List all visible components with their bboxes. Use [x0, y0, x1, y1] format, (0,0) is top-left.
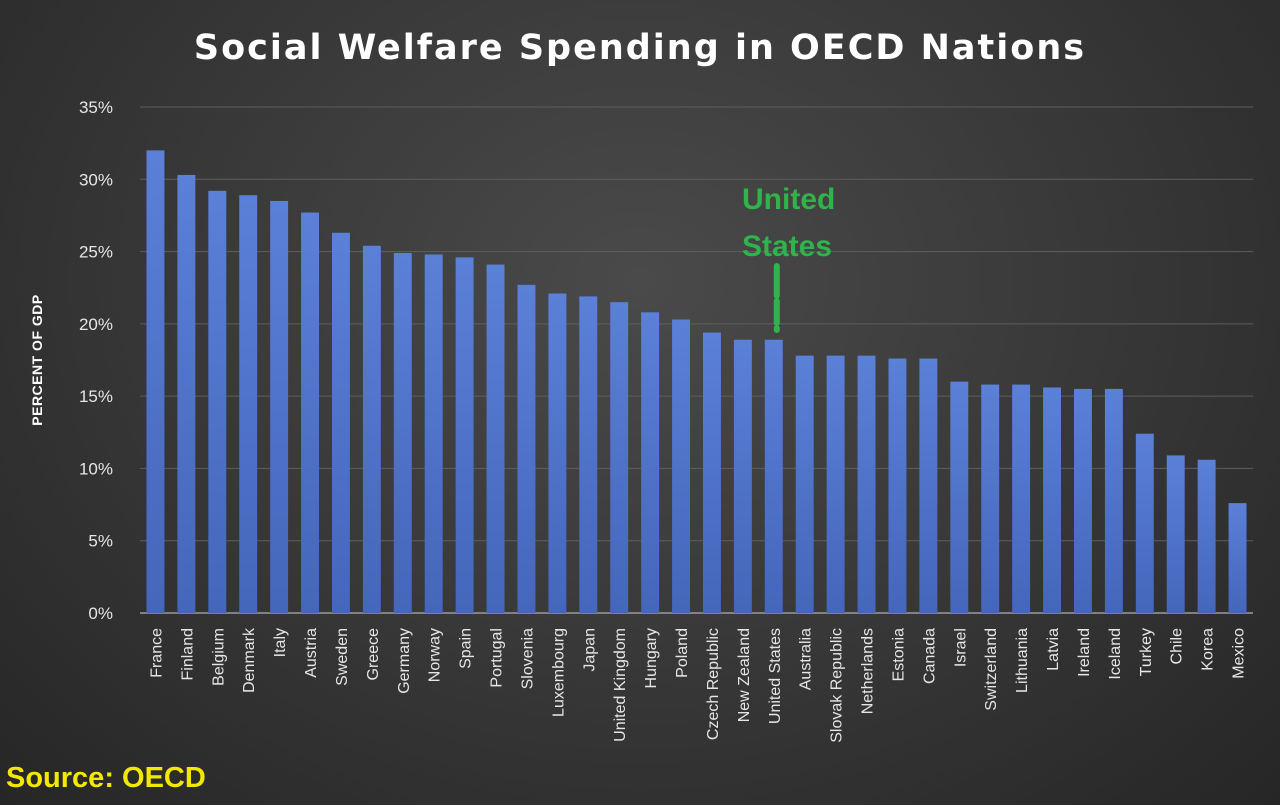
- bar-iceland: [1104, 388, 1123, 613]
- x-tick-label: United States: [767, 628, 784, 724]
- x-tick-label: Iceland: [1107, 628, 1124, 680]
- bar-lithuania: [1012, 384, 1031, 613]
- bar-mexico: [1228, 503, 1247, 613]
- bar-canada: [919, 358, 938, 613]
- bar-germany: [393, 253, 412, 613]
- y-tick-label: 5%: [88, 532, 113, 551]
- x-tick-label: Norway: [427, 628, 444, 682]
- bar-israel: [950, 381, 969, 613]
- x-tick-label: Sweden: [334, 628, 351, 686]
- y-tick-label: 25%: [79, 243, 113, 262]
- bar-spain: [455, 257, 474, 613]
- bar-turkey: [1135, 433, 1154, 613]
- bar-poland: [672, 319, 691, 613]
- x-tick-label: United Kingdom: [612, 628, 629, 742]
- bar-australia: [795, 355, 814, 613]
- x-tick-label: Greece: [365, 628, 382, 681]
- x-tick-label: Lithuania: [1014, 628, 1031, 693]
- bar-greece: [362, 245, 381, 613]
- y-tick-label: 10%: [79, 459, 113, 478]
- source-label: Source: OECD: [6, 762, 206, 794]
- x-tick-label: Italy: [272, 628, 289, 657]
- bar-slovenia: [517, 284, 536, 613]
- x-tick-label: Israel: [952, 628, 969, 667]
- united-states-annotation: United States: [742, 176, 902, 270]
- x-tick-label: Canada: [921, 628, 938, 684]
- bar-norway: [424, 254, 443, 613]
- bar-sweden: [331, 232, 350, 613]
- x-tick-label: Germany: [396, 628, 413, 694]
- x-tick-label: France: [148, 628, 165, 678]
- bar-japan: [579, 296, 598, 613]
- bar-latvia: [1043, 387, 1062, 613]
- bar-finland: [177, 174, 196, 613]
- x-tick-label: Slovenia: [519, 628, 536, 689]
- bar-luxembourg: [548, 293, 567, 613]
- x-tick-label: Spain: [458, 628, 475, 669]
- bar-france: [146, 150, 165, 613]
- x-tick-label: Latvia: [1045, 628, 1062, 671]
- x-tick-label: New Zealand: [736, 628, 753, 722]
- x-tick-label: Korea: [1200, 628, 1217, 671]
- x-tick-label: Switzerland: [983, 628, 1000, 711]
- x-tick-label: Belgium: [210, 628, 227, 686]
- x-tick-label: Australia: [798, 628, 815, 690]
- bar-estonia: [888, 358, 907, 613]
- y-tick-label: 0%: [88, 604, 113, 623]
- x-tick-label: Estonia: [890, 628, 907, 681]
- x-tick-label: Mexico: [1231, 628, 1248, 679]
- x-tick-label: Austria: [303, 628, 320, 678]
- x-tick-label: Denmark: [241, 627, 258, 693]
- x-tick-label: Poland: [674, 628, 691, 678]
- annotation-line-1: United: [742, 183, 836, 216]
- bar-czech-republic: [702, 332, 721, 613]
- x-tick-label: Ireland: [1076, 628, 1093, 677]
- bar-korea: [1197, 459, 1216, 613]
- bar-chile: [1166, 455, 1185, 613]
- x-tick-label: Turkey: [1138, 628, 1155, 676]
- annotation-line-2: States: [742, 230, 833, 263]
- y-tick-label: 20%: [79, 315, 113, 334]
- bar-denmark: [239, 195, 258, 613]
- bar-ireland: [1073, 388, 1092, 613]
- x-tick-label: Japan: [581, 628, 598, 672]
- y-tick-label: 35%: [79, 98, 113, 117]
- bar-switzerland: [981, 384, 1000, 613]
- x-tick-label: Slovak Republic: [829, 628, 846, 743]
- bar-austria: [301, 212, 320, 613]
- bar-united-kingdom: [610, 302, 629, 613]
- bar-portugal: [486, 264, 505, 613]
- y-tick-label: 15%: [79, 387, 113, 406]
- x-tick-label: Netherlands: [860, 628, 877, 714]
- x-tick-label: Finland: [179, 628, 196, 680]
- x-tick-label: Chile: [1169, 628, 1186, 665]
- chart-title: Social Welfare Spending in OECD Nations: [193, 28, 1087, 68]
- bar-hungary: [641, 312, 660, 613]
- bar-united-states: [764, 339, 783, 613]
- x-tick-label: Luxembourg: [550, 628, 567, 717]
- bar-netherlands: [857, 355, 876, 613]
- bar-new-zealand: [733, 339, 752, 613]
- x-tick-label: Czech Republic: [705, 628, 722, 740]
- bar-italy: [270, 200, 289, 613]
- x-tick-label: Hungary: [643, 628, 660, 688]
- bar-belgium: [208, 190, 227, 613]
- bar-slovak-republic: [826, 355, 845, 613]
- y-tick-label: 30%: [79, 170, 113, 189]
- x-tick-label: Portugal: [489, 628, 506, 688]
